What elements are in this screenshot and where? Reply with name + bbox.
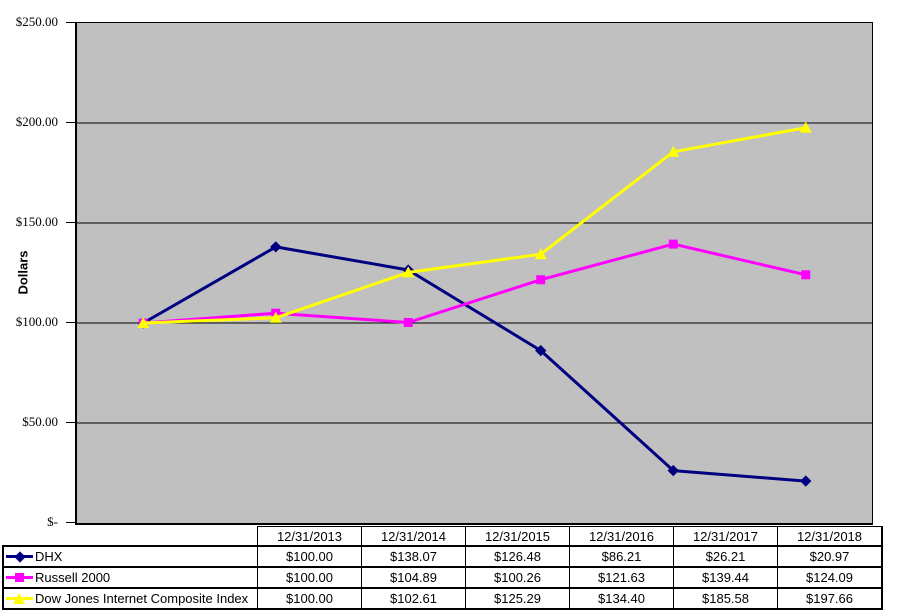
table-corner-cell	[3, 526, 258, 546]
marker-triangle-dow-jones-internet-composite-index	[667, 145, 680, 157]
y-axis-tick-label: $200.00	[15, 114, 58, 129]
marker-square-russell-2000	[403, 317, 413, 327]
marker-square-russell-2000	[668, 239, 678, 249]
value-cell: $100.00	[257, 587, 362, 610]
value-cell: $100.00	[257, 566, 362, 589]
y-axis-tick-mark	[66, 222, 75, 223]
y-axis-tick-mark	[66, 522, 75, 523]
value-cell: $126.48	[465, 545, 570, 568]
y-axis-tick-label: $50.00	[22, 414, 58, 429]
y-axis-tick-mark	[66, 322, 75, 323]
marker-diamond-dhx	[535, 344, 547, 357]
value-cell: $125.29	[465, 587, 570, 610]
value-cell: $20.97	[777, 545, 883, 568]
table-header-date: 12/31/2018	[777, 526, 883, 547]
table-header-date: 12/31/2016	[569, 526, 674, 547]
legend-marker-shape	[13, 550, 26, 563]
y-axis-title: Dollars	[15, 250, 31, 295]
legend-marker-shape	[15, 573, 24, 582]
table-header-date: 12/31/2014	[361, 526, 466, 547]
legend-cell: Russell 2000	[2, 566, 258, 589]
series-label: DHX	[35, 549, 63, 564]
table-header-date: 12/31/2017	[673, 526, 778, 547]
table-row: Dow Jones Internet Composite Index $100.0…	[2, 587, 883, 610]
marker-diamond-dhx	[667, 464, 679, 477]
value-cell: $185.58	[673, 587, 778, 610]
table-row: Russell 2000 $100.00 $104.89 $100.26 $121.63…	[2, 566, 883, 589]
value-cell: $26.21	[673, 545, 778, 568]
marker-triangle-dow-jones-internet-composite-index	[402, 266, 415, 278]
legend-cell: Dow Jones Internet Composite Index	[2, 587, 258, 610]
value-cell: $197.66	[777, 587, 883, 610]
value-cell: $86.21	[569, 545, 674, 568]
table-row: DHX $100.00 $138.07 $126.48 $86.21 $26.21 $20.…	[2, 545, 883, 568]
y-axis-tick-mark	[66, 122, 75, 123]
series-line-russell-2000	[141, 242, 808, 325]
value-cell: $139.44	[673, 566, 778, 589]
y-axis-tick-label: $100.00	[15, 314, 58, 329]
marker-square-russell-2000	[536, 275, 546, 285]
legend-cell: DHX	[2, 545, 258, 568]
value-cell: $124.09	[777, 566, 883, 589]
series-line-dhx	[141, 245, 808, 483]
legend-triangle-icon	[6, 592, 33, 605]
value-cell: $121.63	[569, 566, 674, 589]
table-header-date: 12/31/2013	[257, 526, 362, 547]
legend-marker-shape	[13, 593, 25, 604]
y-axis-tick-label: $250.00	[15, 14, 58, 29]
table-body: DHX $100.00 $138.07 $126.48 $86.21 $26.21 $20.…	[2, 545, 883, 610]
y-axis-tick-mark	[66, 422, 75, 423]
marker-diamond-dhx	[270, 241, 282, 253]
marker-diamond-dhx	[800, 475, 812, 487]
marker-triangle-dow-jones-internet-composite-index	[799, 121, 812, 133]
y-axis-tick-label: $-	[47, 514, 58, 529]
value-cell: $102.61	[361, 587, 466, 610]
value-cell: $100.00	[257, 545, 362, 568]
value-cell: $104.89	[361, 566, 466, 589]
y-axis-tick-label: $150.00	[15, 214, 58, 229]
series-label: Russell 2000	[35, 570, 111, 585]
chart-series-svg	[77, 121, 872, 487]
performance-data-table: 12/31/2013 12/31/2014 12/31/2015 12/31/2016…	[2, 526, 883, 610]
marker-triangle-dow-jones-internet-composite-index	[534, 248, 547, 260]
series-label: Dow Jones Internet Composite Index	[35, 591, 249, 606]
marker-triangle-dow-jones-internet-composite-index	[269, 311, 282, 323]
legend-diamond-icon	[6, 550, 33, 563]
value-cell: $138.07	[361, 545, 466, 568]
marker-triangle-dow-jones-internet-composite-index	[137, 317, 150, 328]
table-header: 12/31/2013 12/31/2014 12/31/2015 12/31/2016…	[3, 526, 883, 547]
plot-area	[75, 22, 873, 525]
table-header-row: 12/31/2013 12/31/2014 12/31/2015 12/31/2016…	[3, 526, 883, 547]
series-line-dow-jones-internet-composite-index	[141, 126, 808, 325]
marker-square-russell-2000	[801, 270, 811, 280]
y-axis-tick-mark	[66, 22, 75, 23]
legend-square-icon	[6, 571, 33, 584]
value-cell: $100.26	[465, 566, 570, 589]
value-cell: $134.40	[569, 587, 674, 610]
table-header-date: 12/31/2015	[465, 526, 570, 547]
